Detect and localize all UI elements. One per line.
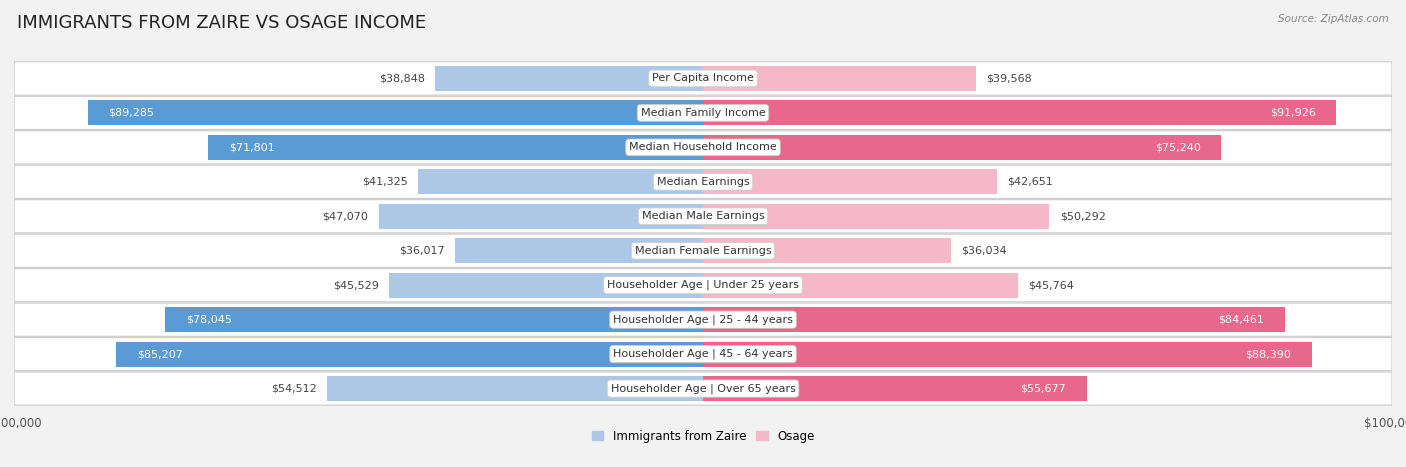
Bar	[703, 135, 1222, 160]
Text: Median Female Earnings: Median Female Earnings	[634, 246, 772, 256]
Text: $54,512: $54,512	[271, 383, 318, 394]
Text: Householder Age | Over 65 years: Householder Age | Over 65 years	[610, 383, 796, 394]
Bar	[703, 100, 1336, 125]
Text: $38,848: $38,848	[380, 73, 425, 84]
Text: Per Capita Income: Per Capita Income	[652, 73, 754, 84]
Text: Median Family Income: Median Family Income	[641, 108, 765, 118]
Text: $71,801: $71,801	[229, 142, 274, 152]
Text: Median Household Income: Median Household Income	[628, 142, 778, 152]
Bar	[208, 135, 703, 160]
Bar	[436, 66, 703, 91]
Bar	[703, 66, 976, 91]
Text: $50,292: $50,292	[1060, 211, 1105, 221]
FancyBboxPatch shape	[14, 165, 1392, 198]
Text: $45,529: $45,529	[333, 280, 380, 290]
Text: $36,034: $36,034	[962, 246, 1007, 256]
Bar	[166, 307, 703, 332]
Text: Householder Age | Under 25 years: Householder Age | Under 25 years	[607, 280, 799, 290]
FancyBboxPatch shape	[14, 96, 1392, 129]
FancyBboxPatch shape	[14, 131, 1392, 164]
Text: Median Male Earnings: Median Male Earnings	[641, 211, 765, 221]
Bar	[389, 273, 703, 297]
Bar	[703, 238, 952, 263]
FancyBboxPatch shape	[14, 269, 1392, 302]
Text: Householder Age | 25 - 44 years: Householder Age | 25 - 44 years	[613, 314, 793, 325]
Text: $75,240: $75,240	[1154, 142, 1201, 152]
Bar	[115, 342, 703, 367]
FancyBboxPatch shape	[14, 303, 1392, 336]
Text: $45,764: $45,764	[1029, 280, 1074, 290]
Text: Source: ZipAtlas.com: Source: ZipAtlas.com	[1278, 14, 1389, 24]
Bar	[328, 376, 703, 401]
Text: $41,325: $41,325	[363, 177, 408, 187]
Bar	[703, 204, 1049, 229]
Bar	[419, 170, 703, 194]
Text: $88,390: $88,390	[1246, 349, 1291, 359]
Text: $78,045: $78,045	[186, 315, 232, 325]
Bar	[703, 170, 997, 194]
Bar	[703, 342, 1312, 367]
Bar	[703, 376, 1087, 401]
FancyBboxPatch shape	[14, 338, 1392, 371]
FancyBboxPatch shape	[14, 62, 1392, 95]
Text: $85,207: $85,207	[136, 349, 183, 359]
Bar	[89, 100, 703, 125]
Bar	[703, 307, 1285, 332]
Text: $55,677: $55,677	[1021, 383, 1066, 394]
Text: $91,926: $91,926	[1270, 108, 1316, 118]
Text: $36,017: $36,017	[399, 246, 444, 256]
Bar	[703, 273, 1018, 297]
FancyBboxPatch shape	[14, 372, 1392, 405]
Text: IMMIGRANTS FROM ZAIRE VS OSAGE INCOME: IMMIGRANTS FROM ZAIRE VS OSAGE INCOME	[17, 14, 426, 32]
Text: Householder Age | 45 - 64 years: Householder Age | 45 - 64 years	[613, 349, 793, 359]
Legend: Immigrants from Zaire, Osage: Immigrants from Zaire, Osage	[586, 425, 820, 448]
Bar	[378, 204, 703, 229]
Bar	[456, 238, 703, 263]
Text: $47,070: $47,070	[322, 211, 368, 221]
Text: $89,285: $89,285	[108, 108, 155, 118]
Text: $84,461: $84,461	[1219, 315, 1264, 325]
Text: $42,651: $42,651	[1007, 177, 1053, 187]
Text: $39,568: $39,568	[986, 73, 1032, 84]
FancyBboxPatch shape	[14, 200, 1392, 233]
FancyBboxPatch shape	[14, 234, 1392, 267]
Text: Median Earnings: Median Earnings	[657, 177, 749, 187]
